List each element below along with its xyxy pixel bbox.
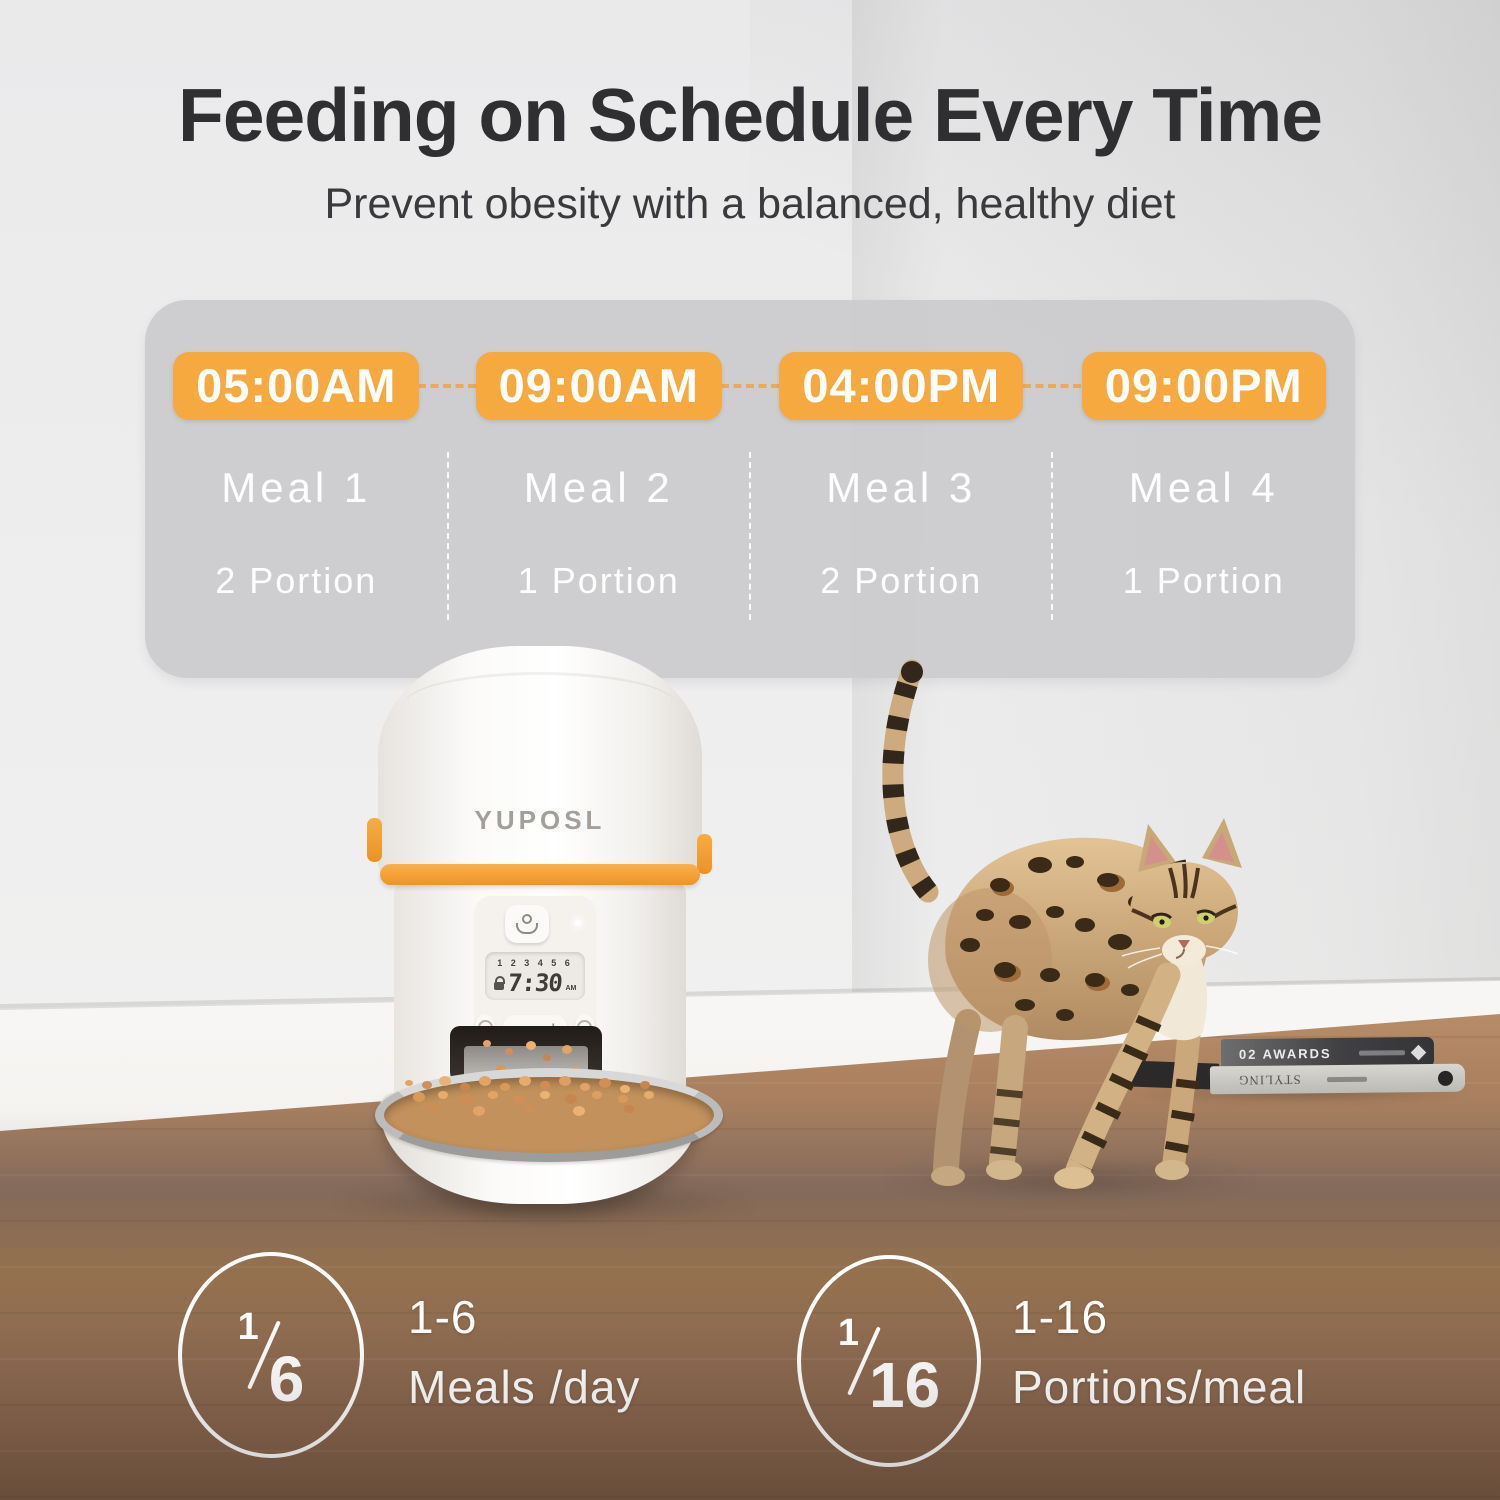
bengal-cat-photo — [882, 659, 1242, 1189]
steel-bowl — [375, 1068, 723, 1162]
day-indicators: 1 2 3 4 5 6 — [497, 958, 573, 968]
feature-circle-portions: 1 16 — [797, 1255, 981, 1467]
meal-time-badge: 09:00AM — [475, 352, 722, 420]
column-divider — [1051, 452, 1053, 620]
meal-column-4: 09:00PM Meal 4 1 Portion — [1053, 300, 1356, 678]
pet-feeder-device: YUPOSL 1 2 3 4 5 6 7:30 AM — [330, 640, 760, 1226]
book-small-text — [1358, 1049, 1406, 1056]
headline-title: Feeding on Schedule Every Time — [178, 73, 1323, 157]
meal-name: Meal 2 — [523, 464, 674, 511]
feature-text-portions: 1-16 Portions/meal — [1012, 1282, 1306, 1422]
falling-kibble — [483, 1040, 491, 1047]
schedule-connector — [418, 384, 476, 388]
feed-icon — [516, 913, 538, 934]
fraction-denominator: 16 — [869, 1348, 940, 1422]
feature-text-meals: 1-6 Meals /day — [408, 1282, 640, 1422]
fraction-denominator: 6 — [269, 1342, 305, 1416]
meal-time-badge: 05:00AM — [173, 352, 420, 420]
diamond-icon — [1410, 1044, 1427, 1060]
status-led — [575, 920, 581, 926]
headline-subtitle: Prevent obesity with a balanced, healthy… — [324, 180, 1176, 228]
display-meridiem: AM — [565, 985, 577, 992]
brand-logo: YUPOSL — [474, 805, 606, 835]
feeding-schedule-panel: 05:00AM Meal 1 2 Portion 09:00AM Meal 2 … — [145, 300, 1355, 678]
meal-column-3: 04:00PM Meal 3 2 Portion — [750, 300, 1053, 678]
lcd-display: 1 2 3 4 5 6 7:30 AM — [485, 952, 585, 1000]
meal-time-badge: 04:00PM — [779, 352, 1024, 420]
column-divider — [749, 452, 751, 620]
fraction-1-6: 1 6 — [238, 1306, 305, 1416]
meal-name: Meal 1 — [221, 464, 372, 511]
feature-label: Meals /day — [408, 1352, 640, 1422]
feature-range: 1-6 — [408, 1291, 478, 1343]
schedule-connector — [1023, 384, 1081, 388]
meal-portion: 2 Portion — [215, 560, 378, 601]
meal-portion: 1 Portion — [517, 560, 680, 601]
schedule-connector — [721, 384, 779, 388]
display-time: 7:30 — [506, 969, 563, 997]
kibble-in-bowl — [405, 1080, 413, 1086]
feature-range: 1-16 — [1012, 1291, 1109, 1343]
manual-feed-button — [505, 905, 549, 943]
feature-circle-meals: 1 6 — [178, 1252, 364, 1458]
latch-left — [367, 818, 382, 862]
fraction-numerator: 1 — [838, 1312, 859, 1355]
meal-time-badge: 09:00PM — [1081, 352, 1326, 420]
meal-name: Meal 3 — [826, 464, 977, 511]
meal-name: Meal 4 — [1128, 464, 1279, 511]
meal-column-1: 05:00AM Meal 1 2 Portion — [145, 300, 448, 678]
meal-column-2: 09:00AM Meal 2 1 Portion — [448, 300, 751, 678]
feature-label: Portions/meal — [1012, 1352, 1306, 1422]
accent-band — [380, 864, 700, 885]
floor-vignette — [0, 1320, 1500, 1500]
floor-shadow-band — [0, 1110, 1500, 1280]
column-divider — [447, 452, 449, 620]
book-small-text — [1326, 1076, 1367, 1082]
fraction-1-16: 1 16 — [838, 1312, 940, 1422]
publisher-logo-icon — [1437, 1070, 1454, 1086]
meal-portion: 1 Portion — [1122, 560, 1285, 601]
feeder-hopper — [378, 646, 702, 884]
fraction-numerator: 1 — [238, 1306, 259, 1349]
lock-icon — [493, 976, 505, 990]
meal-portion: 2 Portion — [820, 560, 983, 601]
latch-right — [697, 834, 712, 874]
